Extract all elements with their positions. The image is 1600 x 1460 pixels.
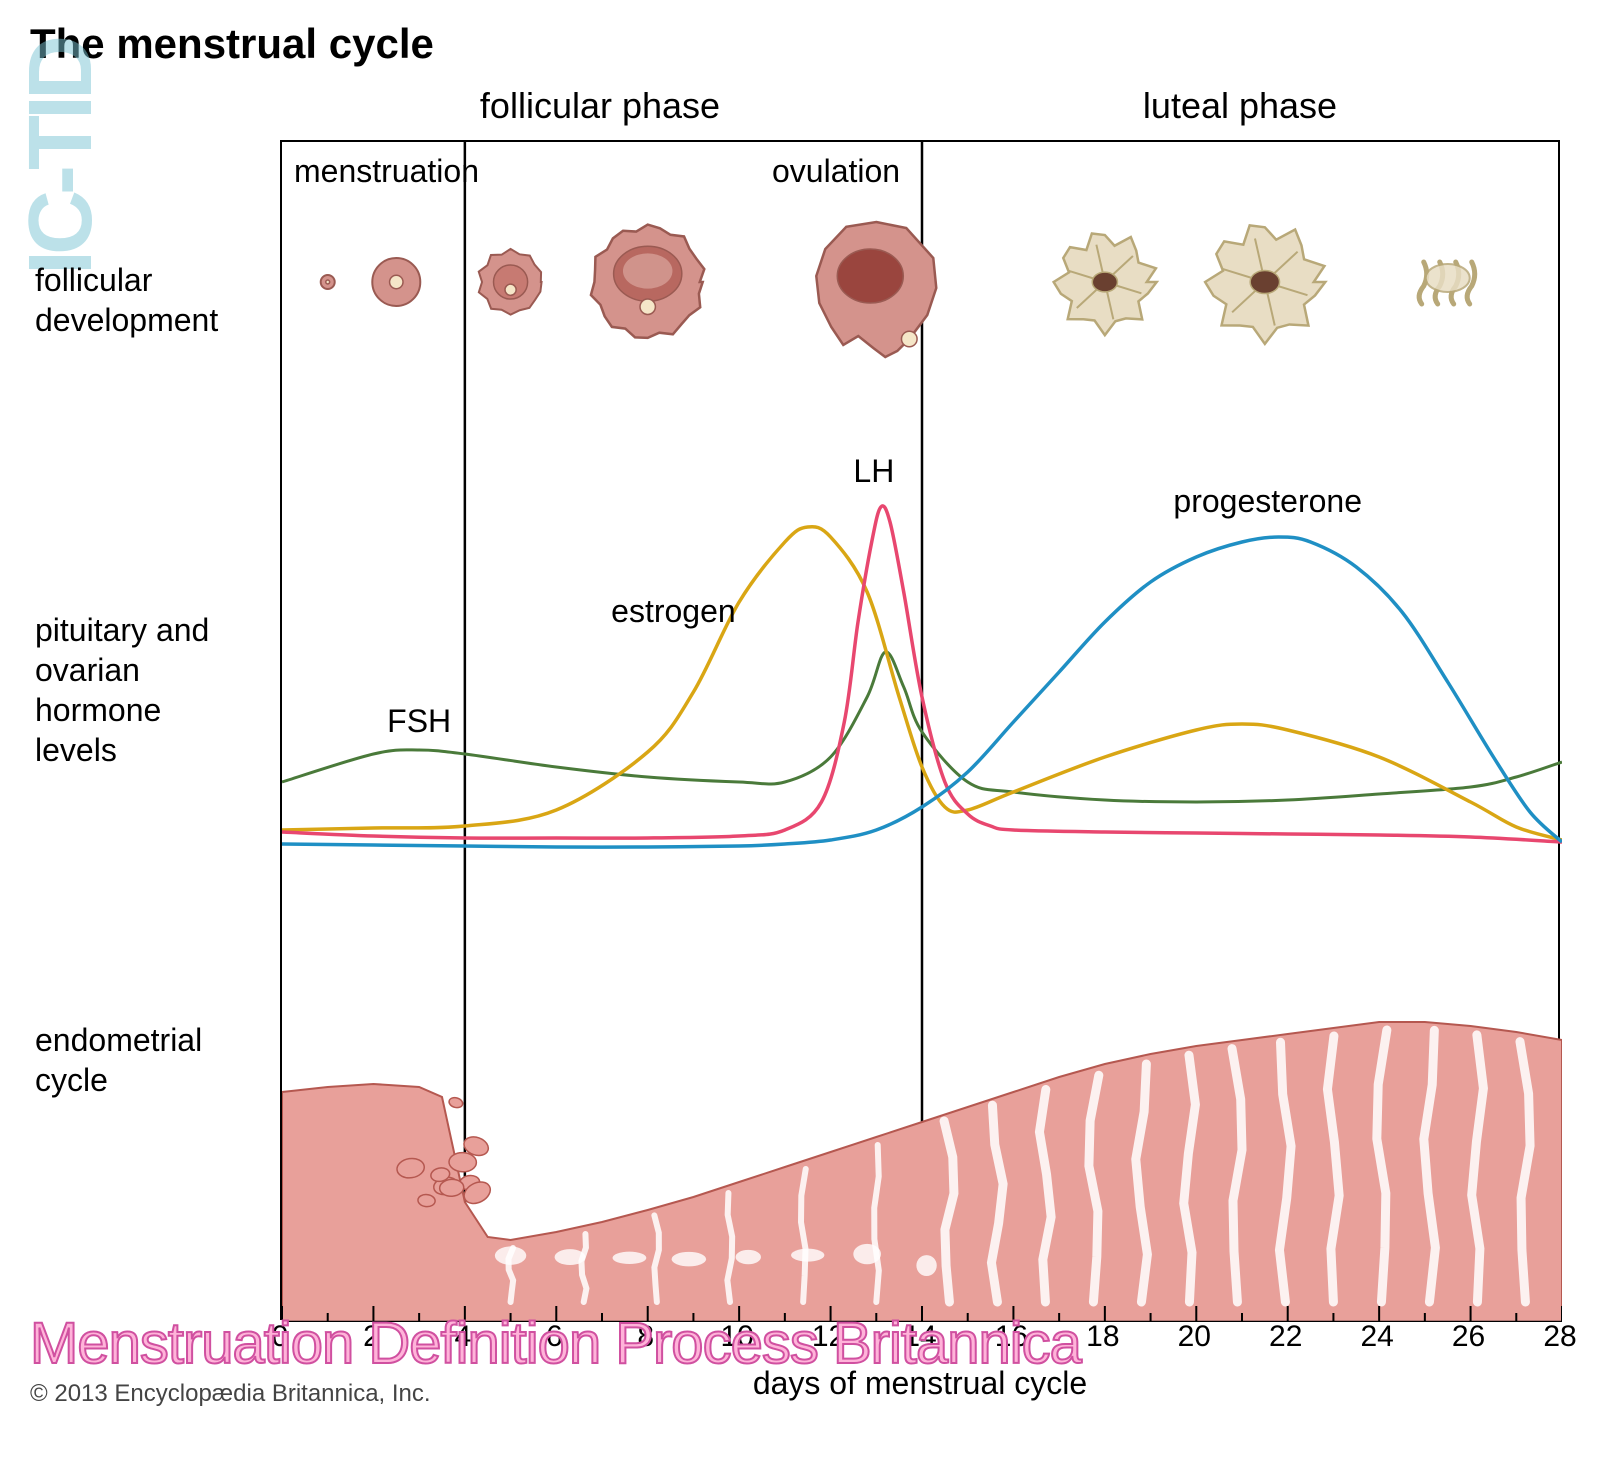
x-tick-label: 26 <box>1452 1320 1485 1354</box>
follicle-primary <box>372 258 420 306</box>
follicle-primary <box>321 275 335 289</box>
follicle-corpus_luteum <box>1205 225 1325 344</box>
chart-svg: menstruation ovulation FSH estrogen LH proges… <box>282 142 1562 1322</box>
row-label-hormones: pituitary andovarianhormonelevels <box>35 610 209 770</box>
watermark-bottom: Menstruation Definition Process Britanni… <box>30 1310 1081 1377</box>
row-label-follicular: folliculardevelopment <box>35 260 218 340</box>
x-tick-label: 28 <box>1543 1320 1576 1354</box>
x-tick-label: 24 <box>1360 1320 1393 1354</box>
follicle-secondary <box>479 249 542 315</box>
page-title: The menstrual cycle <box>30 20 1580 68</box>
hormone-label-progesterone: progesterone <box>1173 483 1362 519</box>
row-label-endometrial: endometrialcycle <box>35 1020 202 1100</box>
phase-labels: follicular phase luteal phase <box>280 85 1560 127</box>
hormone-label-LH: LH <box>853 453 894 489</box>
follicle-corpus_luteum <box>1054 233 1157 335</box>
follicle-corpus_albicans <box>1419 262 1475 304</box>
follicular-phase-label: follicular phase <box>280 85 920 127</box>
watermark-left: IC-TID <box>10 40 113 275</box>
x-tick-label: 22 <box>1269 1320 1302 1354</box>
hormone-label-FSH: FSH <box>387 703 451 739</box>
follicle-ovulating <box>816 222 936 357</box>
luteal-phase-label: luteal phase <box>920 85 1560 127</box>
hormone-label-estrogen: estrogen <box>611 593 736 629</box>
chart-area: menstruation ovulation FSH estrogen LH proges… <box>280 140 1560 1320</box>
x-tick-label: 20 <box>1178 1320 1211 1354</box>
copyright: © 2013 Encyclopædia Britannica, Inc. <box>30 1380 431 1408</box>
x-tick-label: 18 <box>1086 1320 1119 1354</box>
menstruation-label: menstruation <box>294 153 479 189</box>
follicle-graafian <box>591 225 704 338</box>
ovulation-label: ovulation <box>772 153 900 189</box>
